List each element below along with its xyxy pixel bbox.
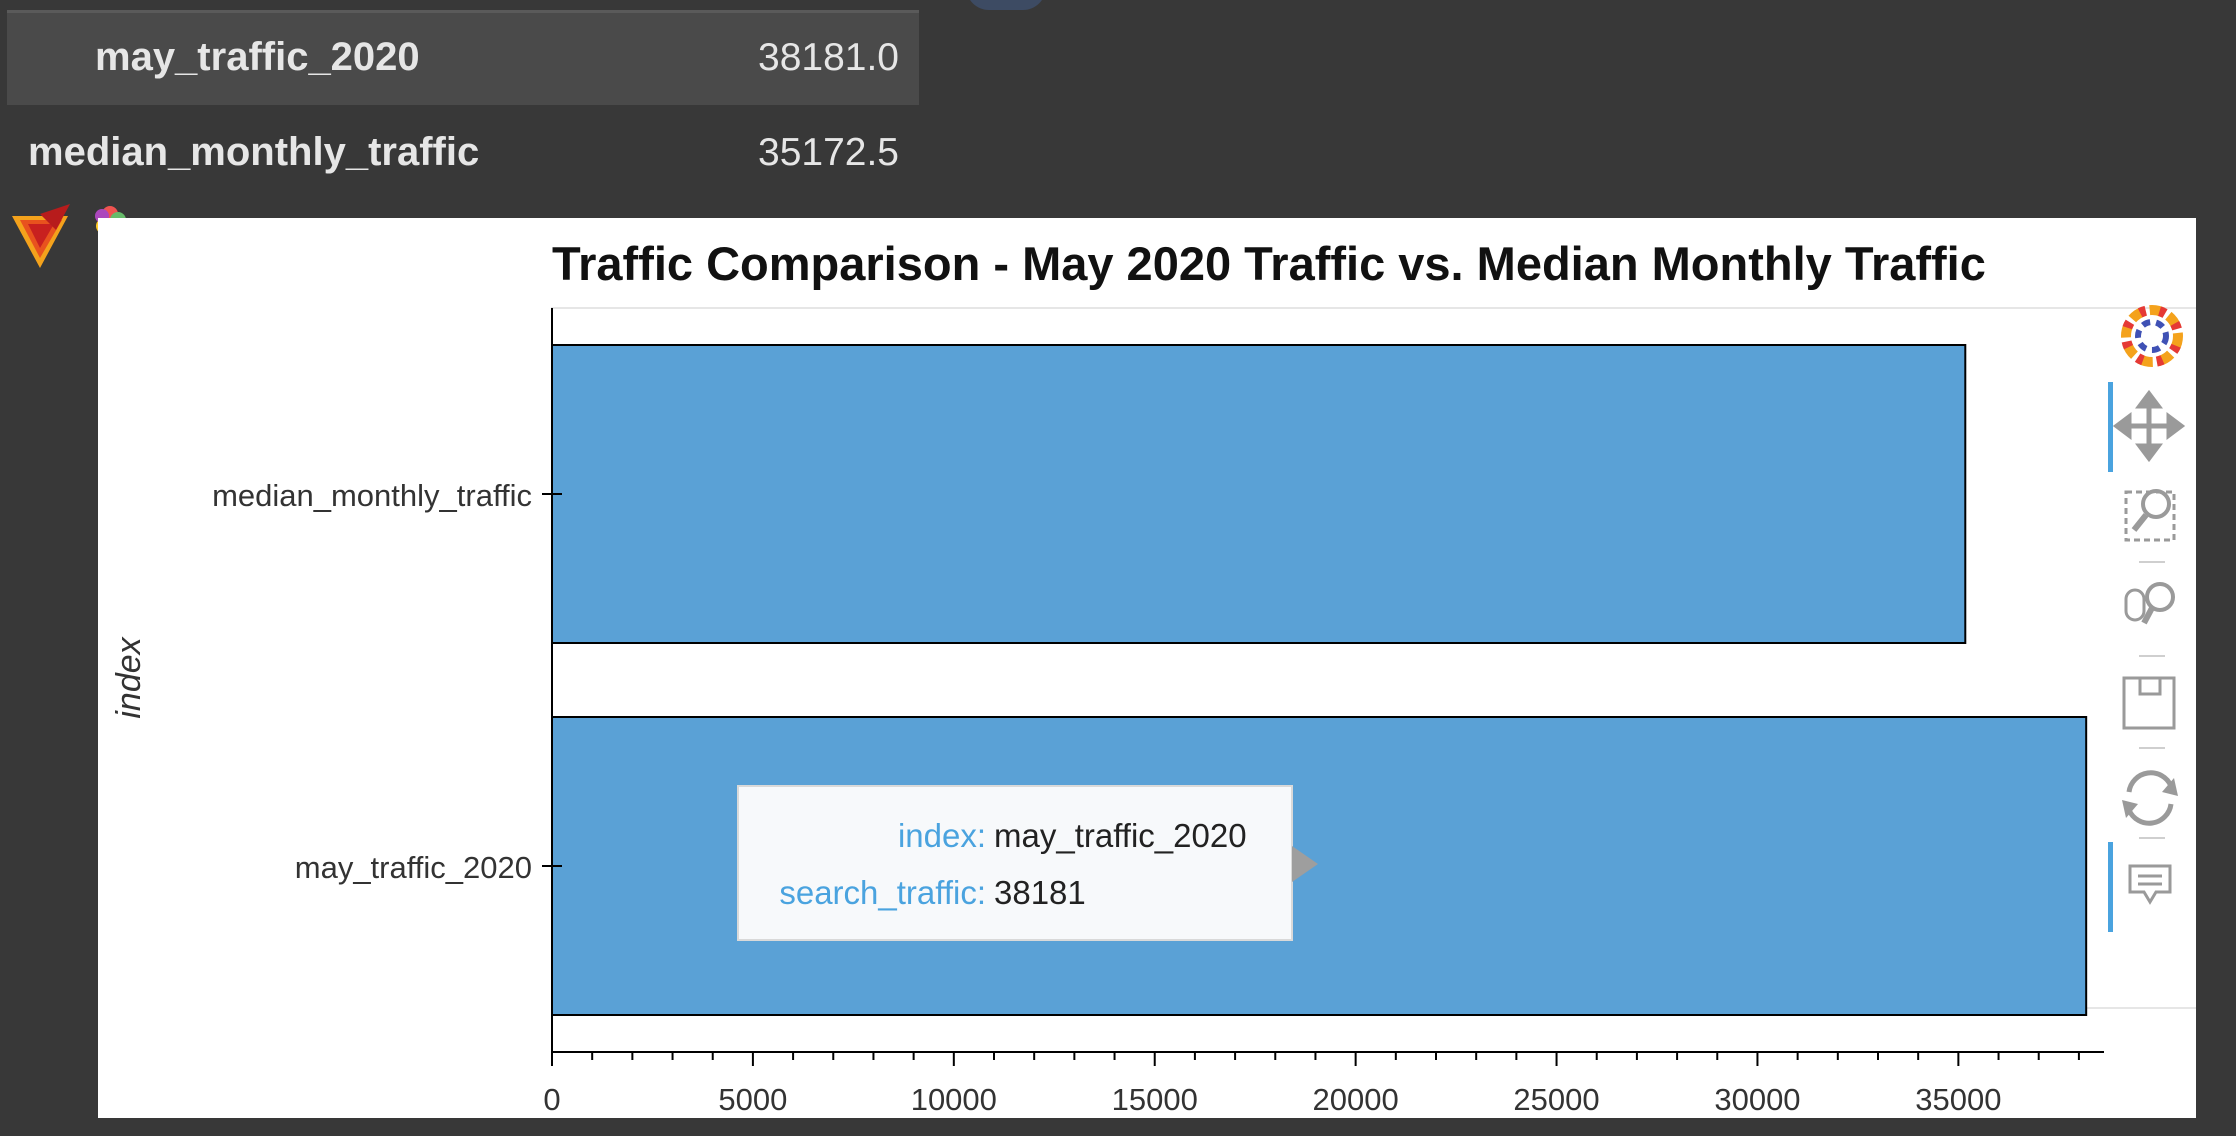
wheel-zoom-tool-icon[interactable] — [2124, 582, 2175, 625]
x-tick-label: 35000 — [1915, 1082, 2001, 1117]
x-ticks-group: 0 5000 10000 15000 20000 25000 30000 35000 — [543, 1052, 2080, 1117]
plot-toolbar — [2108, 305, 2186, 932]
chart-title: Traffic Comparison - May 2020 Traffic vs… — [552, 237, 1986, 290]
y-tick-label: may_traffic_2020 — [295, 850, 532, 885]
row-key: may_traffic_2020 — [95, 35, 420, 79]
x-tick-label: 5000 — [718, 1082, 787, 1117]
x-tick-label: 0 — [543, 1082, 560, 1117]
x-tick-label: 10000 — [911, 1082, 997, 1117]
hover-tool-icon[interactable] — [2128, 864, 2172, 905]
reset-tool-icon[interactable] — [2122, 770, 2178, 826]
pan-active-indicator — [2108, 382, 2113, 472]
tooltip-index-value: may_traffic_2020 — [994, 817, 1247, 854]
pan-tool-icon[interactable] — [2112, 389, 2186, 463]
tooltip-value-label: search_traffic: — [779, 874, 986, 911]
bars-group — [551, 344, 2088, 1016]
tooltip-index-label: index: — [898, 817, 986, 854]
row-value: 38181.0 — [758, 36, 899, 79]
bar-median_monthly_traffic[interactable] — [551, 344, 1967, 644]
bokeh-plot[interactable]: Traffic Comparison - May 2020 Traffic vs… — [98, 218, 2205, 1118]
bokeh-logo-icon[interactable] — [2121, 305, 2183, 367]
hover-tooltip: index: may_traffic_2020 search_traffic: … — [737, 785, 1318, 941]
table-row: median_monthly_traffic 35172.5 — [7, 105, 919, 200]
bar-chart[interactable]: Traffic Comparison - May 2020 Traffic vs… — [98, 218, 2205, 1118]
x-tick-label: 15000 — [1112, 1082, 1198, 1117]
y-ticks-group: median_monthly_traffic may_traffic_2020 — [212, 478, 562, 885]
save-tool-icon[interactable] — [2122, 676, 2176, 730]
x-tick-label: 30000 — [1714, 1082, 1800, 1117]
y-axis-label: index — [110, 636, 148, 718]
tooltip-value-value: 38181 — [994, 874, 1086, 911]
row-key: median_monthly_traffic — [28, 130, 480, 174]
x-tick-label: 25000 — [1513, 1082, 1599, 1117]
table-row: may_traffic_2020 38181.0 — [7, 10, 919, 105]
kernel-badge — [966, 0, 1046, 10]
table-top-border — [7, 10, 919, 13]
x-tick-label: 20000 — [1313, 1082, 1399, 1117]
row-value: 35172.5 — [758, 131, 899, 174]
hover-active-indicator — [2108, 842, 2113, 932]
y-tick-label: median_monthly_traffic — [212, 478, 532, 513]
box-zoom-tool-icon[interactable] — [2124, 489, 2176, 542]
